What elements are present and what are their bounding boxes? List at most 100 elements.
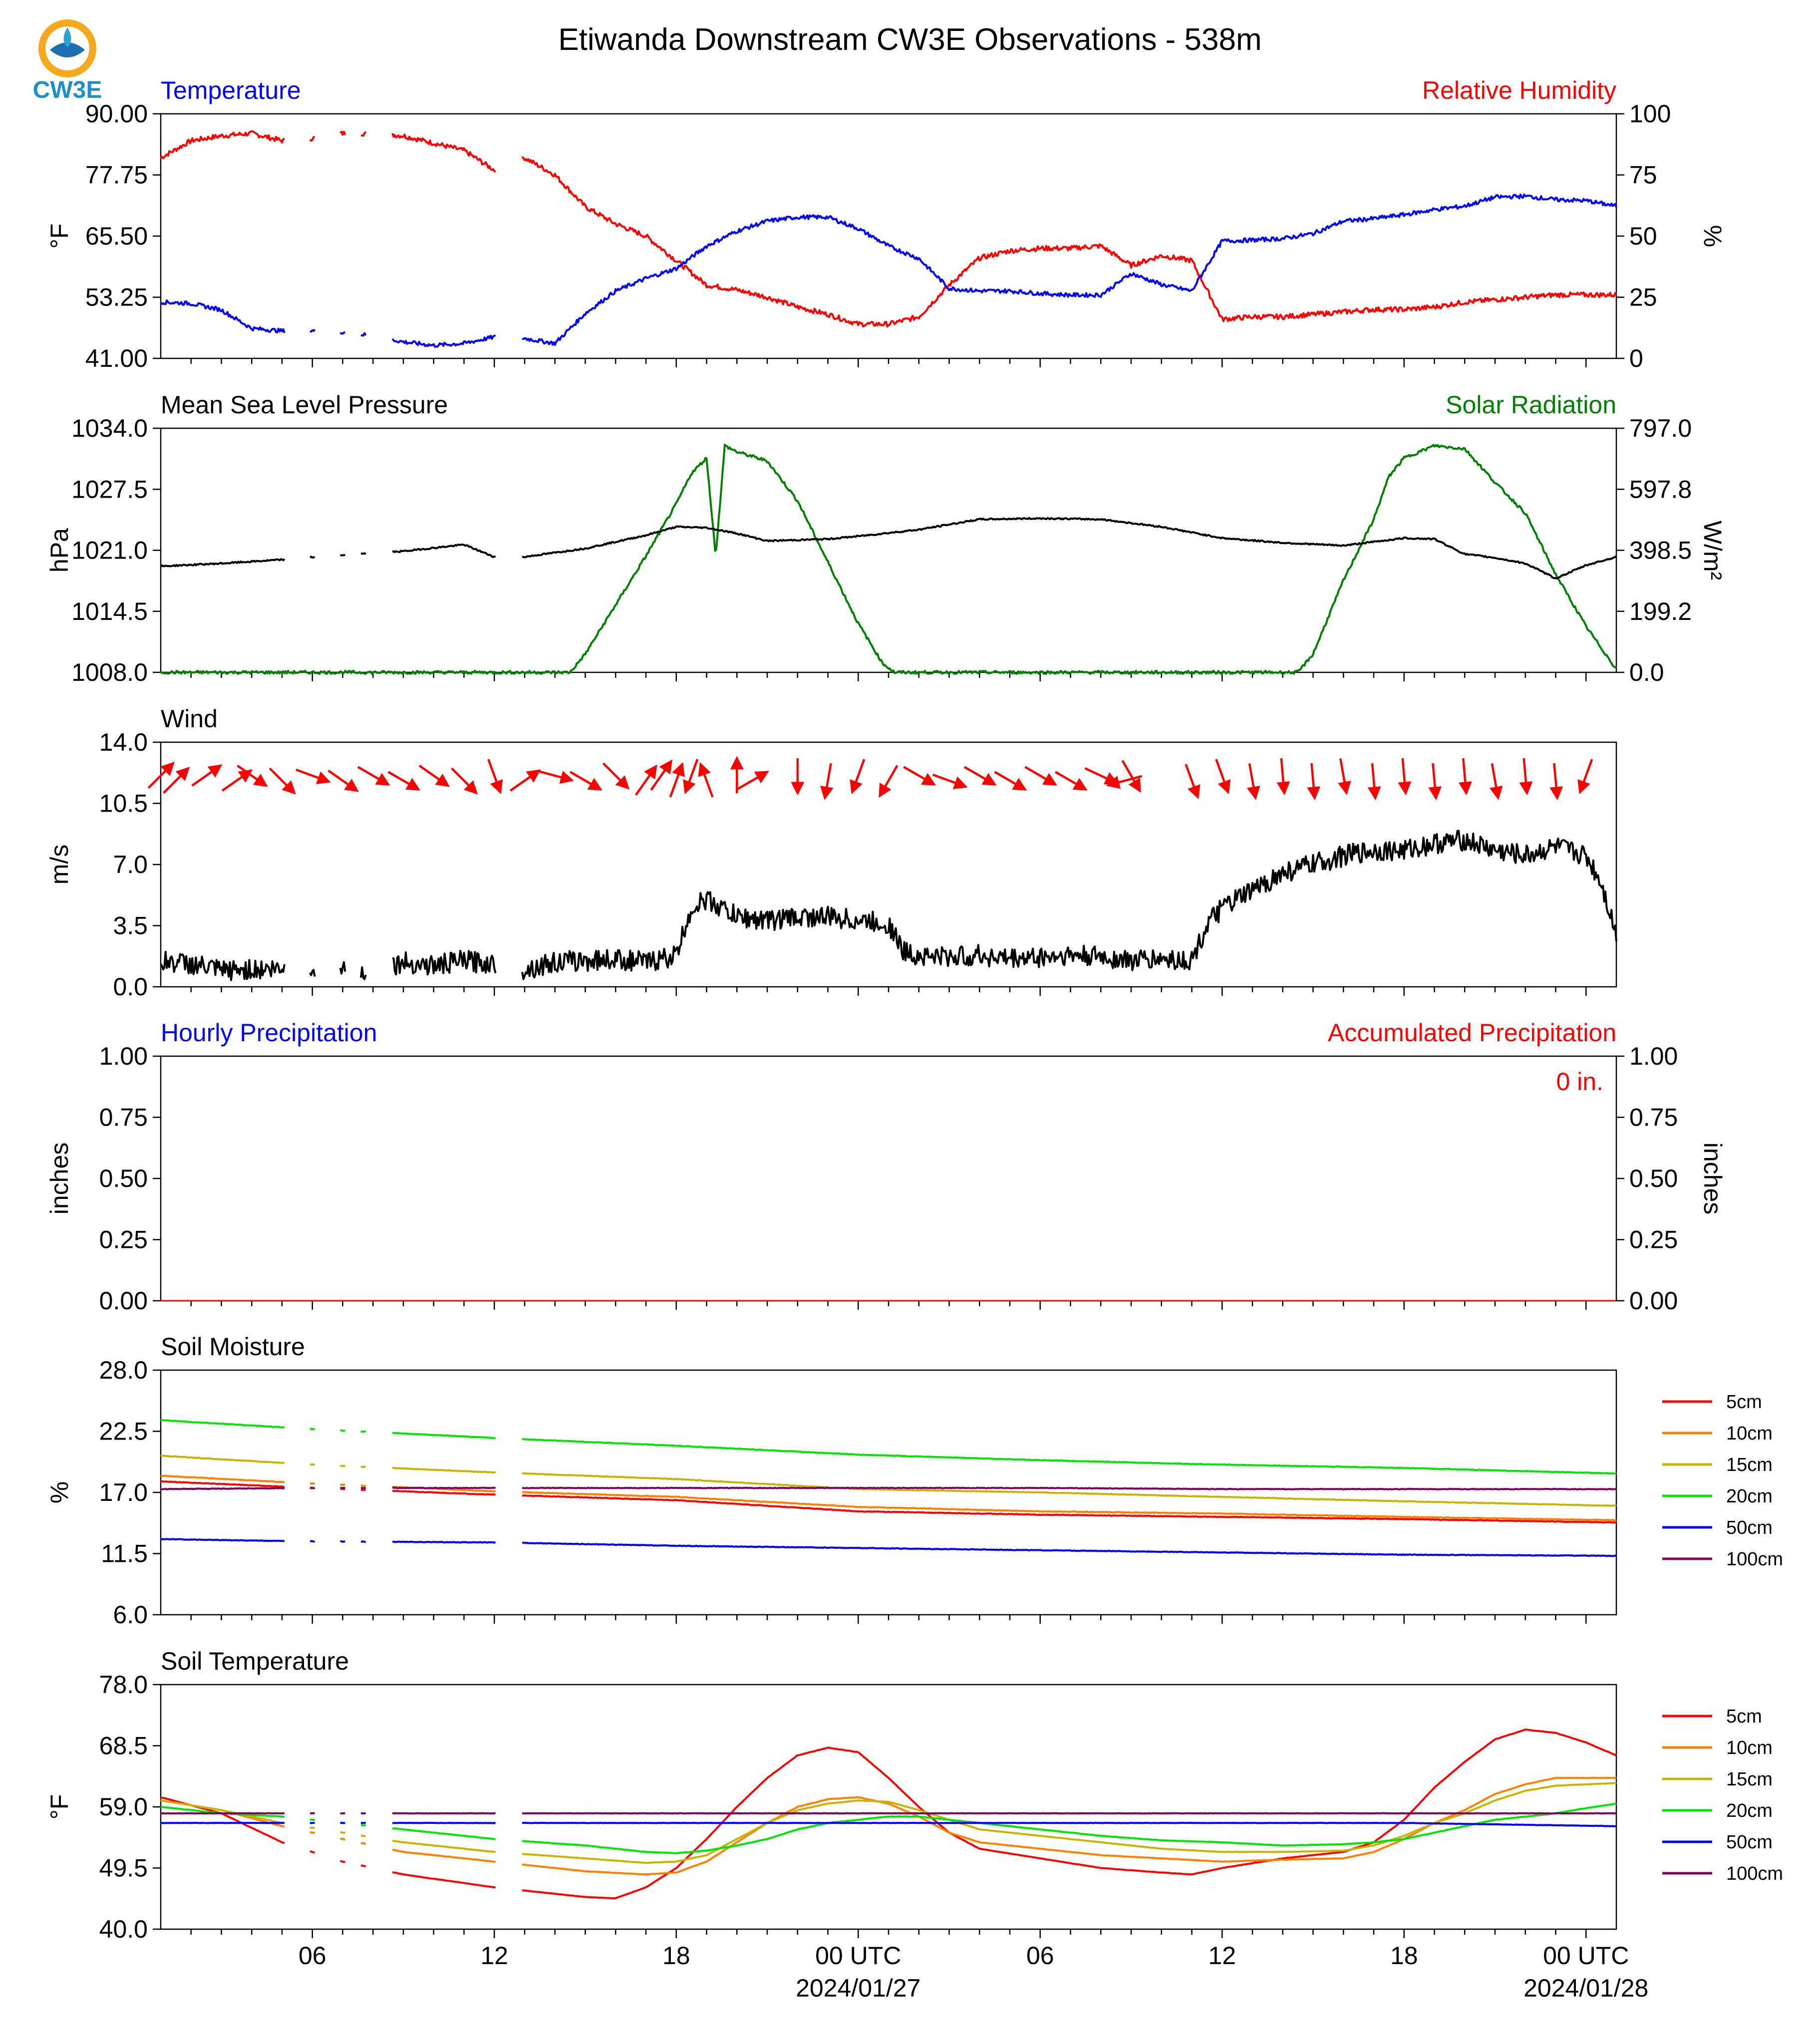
legend-label: 15cm bbox=[1726, 1454, 1773, 1475]
y-tick-label-right: 100 bbox=[1629, 100, 1671, 128]
wind-direction-arrow bbox=[1276, 758, 1290, 796]
x-tick-label: 00 UTC bbox=[1543, 1942, 1629, 1970]
wind-direction-arrow bbox=[269, 767, 296, 795]
y-tick-label-right: 0.75 bbox=[1629, 1104, 1678, 1132]
y-tick-label-left: 0.50 bbox=[99, 1164, 148, 1192]
y-tick-label-left: 1021.0 bbox=[71, 537, 148, 565]
wind-direction-arrow bbox=[903, 766, 936, 786]
y-axis-label-left: °F bbox=[45, 1794, 73, 1820]
y-axis-label-right: inches bbox=[1699, 1143, 1727, 1215]
y-tick-label-right: 398.5 bbox=[1629, 537, 1692, 565]
y-tick-label-right: 0.25 bbox=[1629, 1226, 1678, 1254]
y-tick-label-left: 11.5 bbox=[101, 1540, 148, 1568]
legend-label: 100cm bbox=[1726, 1863, 1783, 1884]
y-tick-label-left: 59.0 bbox=[99, 1793, 148, 1821]
y-tick-label-right: 25 bbox=[1629, 284, 1657, 311]
panel-precipitation: 1.00 0.75 0.50 0.25 0.00 1.00 0.75 0.50 0.25 0.00… bbox=[45, 1019, 1727, 1315]
y-tick-label-left: 40.0 bbox=[99, 1915, 148, 1943]
y-tick-label-left: 78.0 bbox=[99, 1671, 148, 1699]
y-tick-label-left: 0.0 bbox=[113, 973, 148, 1001]
wind-direction-arrow bbox=[1519, 758, 1533, 796]
x-tick-label: 06 bbox=[1026, 1942, 1054, 1970]
wind-direction-arrow bbox=[1338, 758, 1351, 795]
wind-direction-arrow bbox=[1307, 763, 1321, 801]
wind-direction-arrow bbox=[698, 762, 714, 798]
y-tick-label-left: 14.0 bbox=[99, 728, 148, 756]
series-temperature bbox=[160, 193, 1617, 348]
y-tick-label-right: 0.0 bbox=[1629, 658, 1664, 686]
legend-label: 20cm bbox=[1726, 1800, 1773, 1821]
y-tick-label-right: 597.8 bbox=[1629, 475, 1692, 503]
wind-direction-arrow bbox=[1121, 760, 1141, 793]
panel-title-right: Solar Radiation bbox=[1446, 391, 1616, 419]
logo-text: CW3E bbox=[33, 77, 102, 103]
x-tick-label: 18 bbox=[662, 1942, 690, 1970]
legend-label: 10cm bbox=[1726, 1423, 1773, 1444]
panel-pressure-solar: 1034.0 1027.5 1021.0 1014.5 1008.0 797.0 597.8… bbox=[45, 391, 1727, 686]
wind-direction-arrow bbox=[669, 762, 685, 798]
y-tick-label-left: 68.5 bbox=[99, 1732, 148, 1760]
panel-title-left: Mean Sea Level Pressure bbox=[161, 391, 448, 419]
y-axis-label-right: % bbox=[1699, 225, 1727, 247]
wind-direction-arrow bbox=[163, 767, 190, 794]
wind-direction-arrow bbox=[327, 770, 359, 792]
x-tick-label: 12 bbox=[1208, 1942, 1236, 1970]
legend-label: 20cm bbox=[1726, 1486, 1773, 1507]
y-tick-label-right: 797.0 bbox=[1629, 414, 1692, 442]
panels-layer: 90.00 77.75 65.50 53.25 41.00 100 75 50 25 0 Tempe… bbox=[45, 76, 1783, 2002]
y-axis-label-left: inches bbox=[45, 1143, 73, 1215]
wind-direction-arrow bbox=[1106, 775, 1143, 789]
wind-direction-arrow bbox=[963, 766, 997, 786]
y-tick-label-left: 77.75 bbox=[85, 161, 148, 189]
y-tick-label-left: 0.00 bbox=[99, 1287, 148, 1315]
y-tick-label-right: 0.00 bbox=[1629, 1287, 1678, 1315]
wind-direction-arrow bbox=[1024, 766, 1057, 786]
figure-title: Etiwanda Downstream CW3E Observations - … bbox=[558, 22, 1261, 57]
wind-direction-arrow bbox=[191, 764, 223, 787]
y-tick-label-left: 10.5 bbox=[99, 790, 148, 818]
series-relative-humidity bbox=[160, 130, 1617, 328]
y-tick-label-left: 17.0 bbox=[99, 1478, 148, 1506]
wind-direction-arrow bbox=[736, 771, 769, 791]
wind-direction-arrow bbox=[1549, 763, 1563, 801]
series-solar-radiation bbox=[160, 444, 1617, 675]
panel-title-right: Relative Humidity bbox=[1422, 76, 1616, 104]
wind-direction-arrow bbox=[683, 759, 699, 795]
series-soil-temperature-100cm bbox=[161, 1812, 1617, 1815]
series-soil-moisture-10cm bbox=[160, 1474, 1617, 1522]
series-wind-speed bbox=[160, 830, 1617, 981]
x-tick-label: 12 bbox=[480, 1942, 508, 1970]
wind-direction-arrow bbox=[237, 765, 268, 787]
y-tick-label-right: 199.2 bbox=[1629, 597, 1692, 625]
series-soil-temperature-50cm bbox=[160, 1821, 1617, 1827]
wind-direction-arrow bbox=[510, 769, 541, 792]
y-axis-label-left: m/s bbox=[45, 845, 73, 885]
y-tick-label-left: 22.5 bbox=[99, 1418, 148, 1446]
y-axis-label-left: °F bbox=[45, 224, 73, 249]
wind-direction-arrow bbox=[650, 759, 673, 791]
y-tick-label-left: 3.5 bbox=[113, 912, 148, 940]
panel-wind: 14.0 10.5 7.0 3.5 0.0 Wind m/s bbox=[45, 705, 1617, 1001]
wind-direction-arrow bbox=[147, 762, 175, 789]
series-soil-moisture-15cm bbox=[160, 1454, 1617, 1507]
wave-icon bbox=[50, 42, 85, 57]
series-soil-moisture-50cm bbox=[160, 1538, 1617, 1557]
wind-direction-arrow bbox=[1055, 771, 1088, 791]
legend-label: 50cm bbox=[1726, 1517, 1773, 1538]
wind-direction-arrow bbox=[538, 770, 574, 784]
wind-direction-arrow bbox=[1577, 759, 1593, 795]
y-axis-label-right: W/m² bbox=[1699, 521, 1727, 580]
cw3e-logo: CW3E bbox=[33, 19, 102, 103]
accumulated-precip-label: 0 in. bbox=[1556, 1068, 1603, 1096]
panel-soil-moisture: 28.0 22.5 17.0 11.5 6.0 Soil Moisture% 5cm 10cm… bbox=[45, 1333, 1783, 1629]
wind-direction-arrow bbox=[1398, 758, 1412, 796]
legend-label: 50cm bbox=[1726, 1832, 1773, 1853]
series-soil-moisture-100cm bbox=[161, 1486, 1616, 1490]
y-tick-label-left: 1008.0 bbox=[71, 658, 148, 686]
wind-direction-arrow bbox=[451, 767, 478, 795]
panel-title-left: Wind bbox=[161, 705, 218, 733]
y-tick-label-right: 0 bbox=[1629, 344, 1643, 372]
y-tick-label-left: 28.0 bbox=[99, 1356, 148, 1384]
wind-direction-arrow bbox=[850, 759, 866, 795]
